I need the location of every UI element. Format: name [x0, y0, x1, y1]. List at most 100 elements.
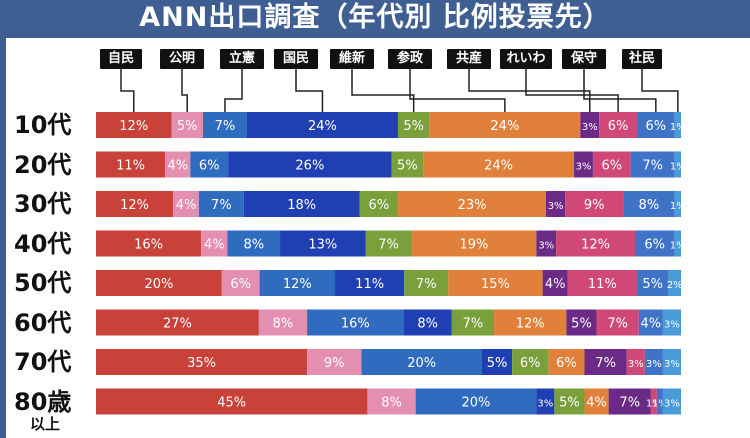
data-label: 3%: [537, 399, 553, 410]
legend-item: 参政: [388, 49, 432, 69]
bar-segment: [674, 230, 681, 257]
data-label: 24%: [490, 119, 519, 134]
data-label: 3%: [576, 162, 592, 173]
data-label: 1%: [646, 399, 662, 410]
data-label: 24%: [308, 119, 337, 134]
legend-item: 自民: [100, 49, 142, 69]
data-label: 11%: [116, 159, 145, 174]
row-label: 10代: [14, 111, 72, 139]
bar-segment: [367, 388, 416, 415]
bar-segment: [650, 388, 657, 415]
bar-segment: [556, 230, 635, 257]
bar-segment: [565, 191, 624, 217]
bar-segment: [623, 191, 675, 217]
bar-segment: [96, 388, 368, 415]
data-label: 4%: [204, 238, 225, 253]
data-label: 3%: [664, 359, 680, 370]
bar-segment: [636, 112, 675, 138]
data-label: 20%: [407, 356, 436, 371]
data-label: 4%: [545, 277, 566, 292]
bar-segment: [96, 230, 202, 257]
data-label: 19%: [459, 238, 488, 253]
bar-segment: [636, 270, 669, 296]
bar-segment: [674, 112, 681, 138]
row-label: 30代: [14, 190, 72, 218]
data-label: 7%: [211, 198, 232, 213]
data-label: 3%: [538, 241, 554, 252]
bar-segment: [335, 270, 405, 296]
data-label: 6%: [608, 119, 629, 134]
bar-segment: [359, 191, 399, 217]
bar-segment: [584, 349, 627, 375]
legend-item: れいわ: [500, 49, 552, 69]
data-label: 20%: [461, 396, 490, 411]
legend-item: 立憲: [220, 49, 264, 69]
bar-segment: [481, 349, 513, 375]
bar-segment: [198, 191, 244, 217]
row-label: 70代: [14, 348, 72, 376]
bar-segment: [227, 230, 281, 257]
bar-segment: [96, 270, 222, 296]
data-label: 20%: [144, 277, 173, 292]
legend-leader-line: [641, 69, 679, 112]
legend-leader-line: [351, 69, 415, 112]
bar-segment: [674, 191, 681, 217]
legend-item: 維新: [330, 49, 374, 69]
bar-segment: [608, 388, 651, 415]
bar-segment: [415, 388, 537, 415]
bar-segment: [536, 388, 555, 415]
data-label: 5%: [177, 119, 198, 134]
data-label: 6%: [369, 198, 390, 213]
data-label: 7%: [642, 159, 663, 174]
data-label: 3%: [646, 359, 662, 370]
legend-leader-line: [525, 69, 619, 112]
data-label: 16%: [134, 238, 163, 253]
bar-segment: [644, 349, 663, 375]
bar-segment: [243, 191, 360, 217]
legend-leader-line: [468, 69, 591, 112]
data-label: 1%: [670, 241, 686, 252]
data-label: 8%: [639, 198, 660, 213]
bar-segment: [626, 349, 645, 375]
data-label: 1%: [670, 162, 686, 173]
data-label: 7%: [607, 317, 628, 332]
bar-segment: [228, 151, 392, 178]
bar-segment: [656, 388, 663, 415]
bar-segment: [398, 191, 546, 217]
data-label: 6%: [230, 277, 251, 292]
data-label: 11%: [588, 277, 617, 292]
data-label: 5%: [642, 277, 663, 292]
data-label: 7%: [378, 238, 399, 253]
legend-item: 公明: [160, 49, 204, 69]
data-label: 7%: [416, 277, 437, 292]
data-label: 8%: [273, 317, 294, 332]
data-label: 16%: [341, 317, 370, 332]
bar-segment: [423, 151, 575, 178]
data-label: 6%: [199, 159, 220, 174]
bar-segment: [662, 388, 681, 415]
data-label: 3%: [628, 359, 644, 370]
data-label: 11%: [355, 277, 384, 292]
bar-segment: [567, 270, 637, 296]
data-label: 15%: [481, 277, 510, 292]
data-label: 6%: [520, 356, 541, 371]
data-label: 4%: [176, 198, 197, 213]
bar-segment: [96, 309, 259, 336]
bar-segment: [165, 151, 191, 178]
data-label: 12%: [283, 277, 312, 292]
bar-segment: [403, 309, 452, 336]
legend-leader-line: [583, 69, 657, 112]
data-label: 5%: [559, 396, 580, 411]
data-label: 12%: [119, 119, 148, 134]
legend-leader-line: [181, 69, 188, 112]
data-label: 3%: [664, 399, 680, 410]
row-label: 20代: [14, 150, 72, 179]
bar-segment: [546, 191, 566, 217]
bar-segment: [96, 349, 308, 375]
bar-segment: [554, 388, 585, 415]
bar-segment: [221, 270, 260, 296]
data-label: 35%: [187, 356, 216, 371]
legend-leader-line: [295, 69, 324, 112]
bar-segment: [96, 191, 174, 217]
bar-segment: [630, 151, 675, 178]
